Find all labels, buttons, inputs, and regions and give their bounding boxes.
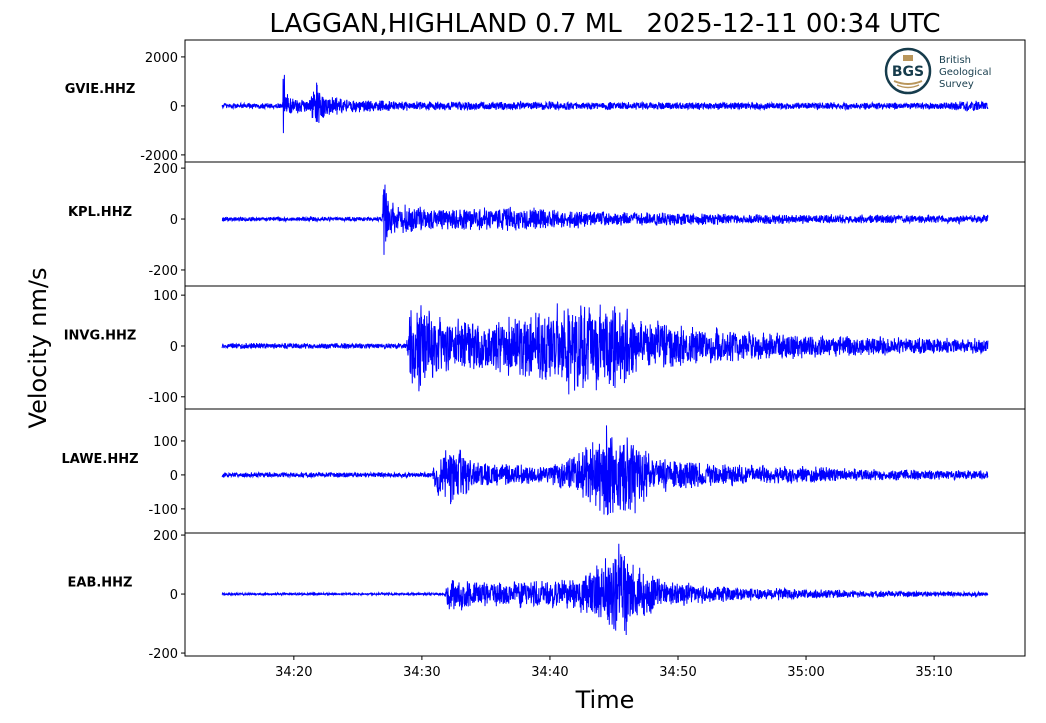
logo-bgs-text: BGS bbox=[892, 64, 924, 80]
y-tick-label: -100 bbox=[148, 503, 178, 518]
y-tick-label: -200 bbox=[148, 647, 178, 662]
y-axis-label: Velocity nm/s bbox=[24, 268, 52, 429]
y-tick-label: -200 bbox=[148, 264, 178, 279]
x-tick-label: 34:30 bbox=[403, 665, 440, 680]
x-tick-label: 34:40 bbox=[531, 665, 568, 680]
station-label: KPL.HHZ bbox=[68, 205, 132, 220]
logo-text-2: Geological bbox=[939, 67, 991, 78]
chart-title: LAGGAN,HIGHLAND 0.7 ML 2025-12-11 00:34 … bbox=[269, 9, 940, 39]
station-label: EAB.HHZ bbox=[68, 576, 133, 591]
x-tick-label: 35:00 bbox=[787, 665, 824, 680]
station-label: GVIE.HHZ bbox=[65, 82, 136, 97]
waveform-lawe-hhz bbox=[221, 425, 989, 516]
y-tick-label: 0 bbox=[170, 588, 178, 603]
waveform-kpl-hhz bbox=[221, 184, 989, 255]
x-tick-label: 34:50 bbox=[659, 665, 696, 680]
bgs-logo: BGS British Geological Survey bbox=[884, 47, 991, 95]
logo-text-1: British bbox=[939, 55, 971, 66]
station-label: LAWE.HHZ bbox=[61, 452, 138, 467]
x-tick-label: 35:10 bbox=[915, 665, 952, 680]
x-axis-label: Time bbox=[575, 686, 635, 714]
y-tick-label: -2000 bbox=[140, 149, 178, 164]
y-tick-label: 0 bbox=[170, 100, 178, 115]
y-tick-label: 0 bbox=[170, 469, 178, 484]
y-tick-label: 200 bbox=[153, 529, 178, 544]
y-tick-label: -100 bbox=[148, 391, 178, 406]
waveform-invg-hhz bbox=[221, 303, 989, 395]
y-tick-label: 200 bbox=[153, 162, 178, 177]
y-tick-label: 100 bbox=[153, 435, 178, 450]
y-tick-label: 2000 bbox=[145, 51, 178, 66]
y-tick-label: 100 bbox=[153, 289, 178, 304]
y-tick-label: 0 bbox=[170, 213, 178, 228]
x-tick-label: 34:20 bbox=[275, 665, 312, 680]
logo-text-3: Survey bbox=[939, 79, 974, 90]
waveform-eab-hhz bbox=[221, 543, 989, 636]
waveform-gvie-hhz bbox=[221, 74, 989, 134]
y-tick-label: 0 bbox=[170, 340, 178, 355]
station-label: INVG.HHZ bbox=[64, 329, 137, 344]
